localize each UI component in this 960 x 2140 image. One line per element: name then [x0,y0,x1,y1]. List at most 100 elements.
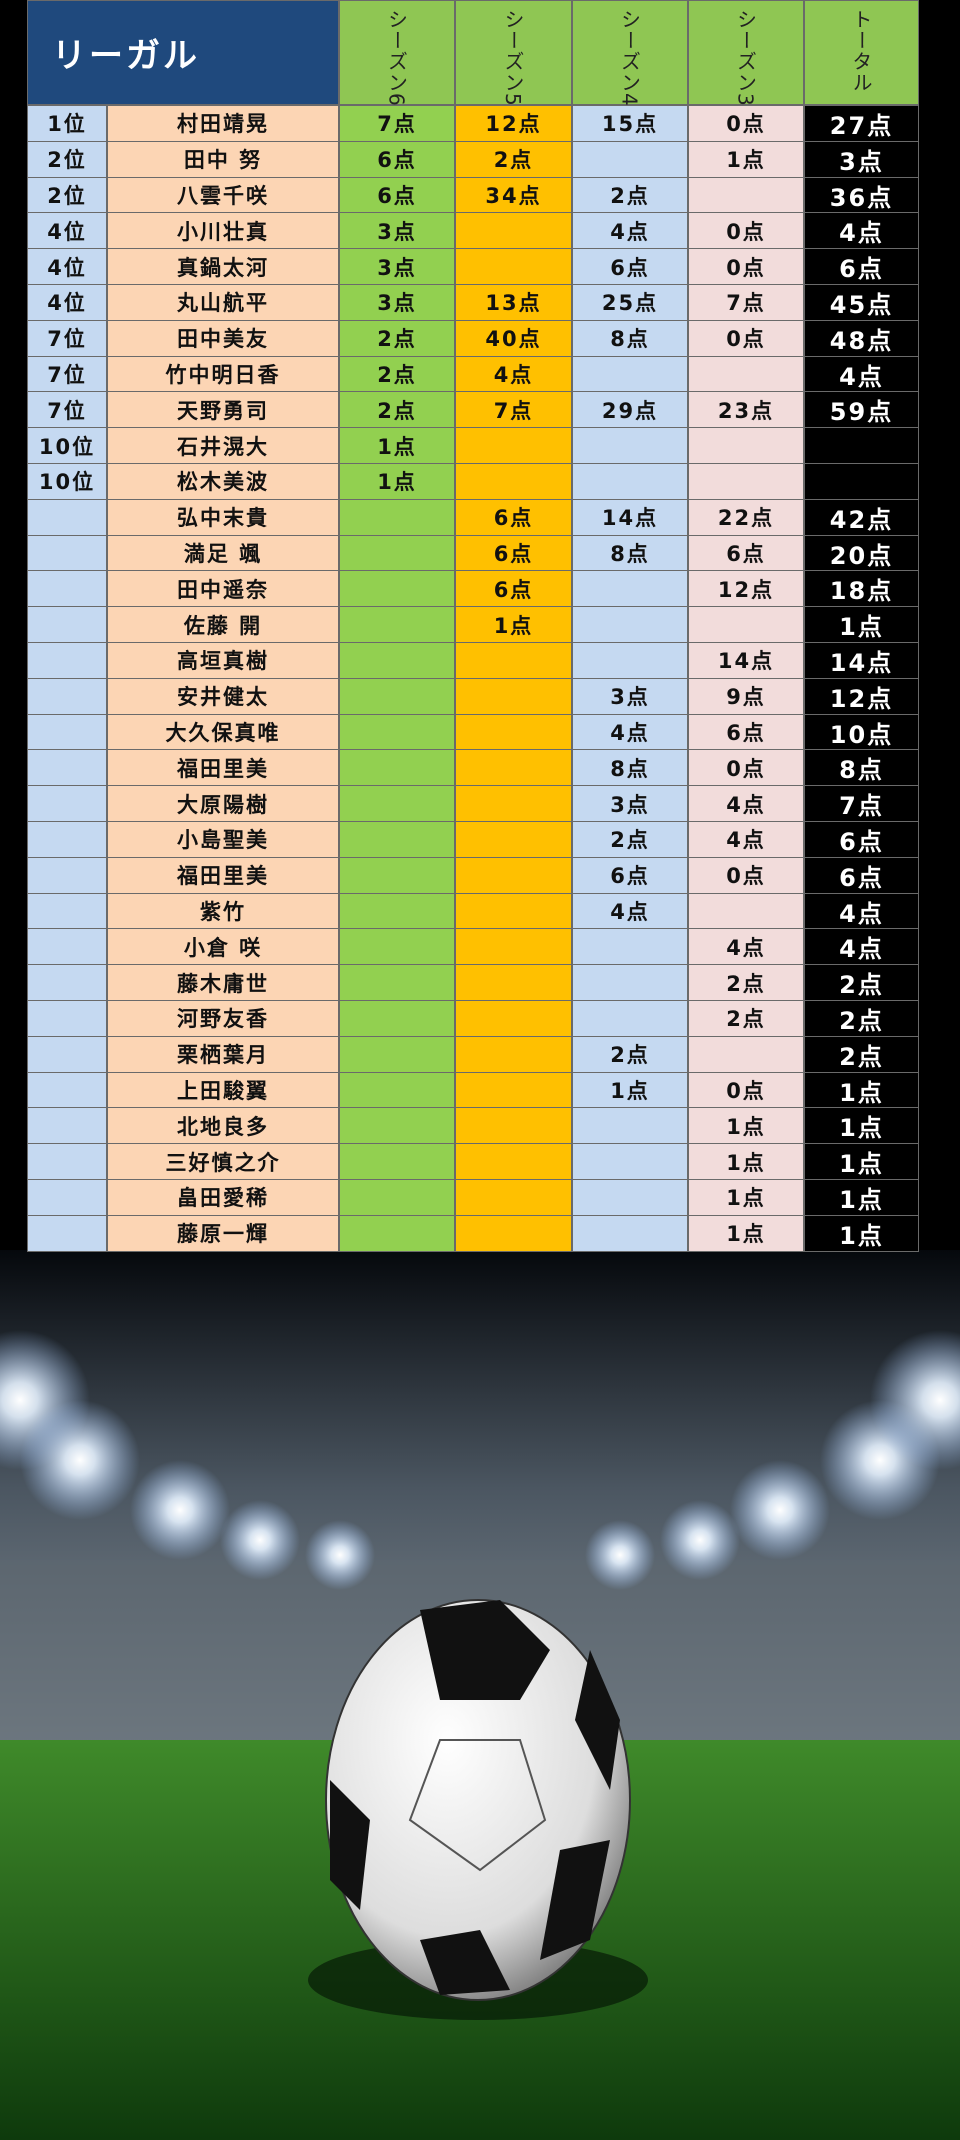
score-cell: 1点 [339,427,455,464]
rank-cell: 2位 [27,140,107,178]
name-cell: 安井健太 [107,677,339,715]
score-cell [572,1179,688,1216]
score-cell: 6点 [688,713,804,751]
rank-cell [27,821,107,858]
name-cell: 竹中明日香 [107,355,339,393]
total-cell: 1点 [804,1143,919,1180]
name-cell: 小島聖美 [107,821,339,858]
table-title: リーガル [27,0,339,105]
score-cell: 22点 [688,498,804,536]
score-cell: 8点 [572,749,688,787]
score-cell: 2点 [688,1000,804,1037]
score-cell: 0点 [688,248,804,285]
score-cell [688,176,804,214]
score-cell [339,928,455,966]
rank-cell [27,606,107,643]
score-cell: 1点 [455,606,572,643]
score-cell: 3点 [339,212,455,250]
total-cell [804,463,919,500]
rank-cell [27,1035,107,1073]
score-cell [572,606,688,643]
score-cell [455,749,572,787]
score-cell: 2点 [339,355,455,393]
name-cell: 福田里美 [107,749,339,787]
rank-cell [27,1107,107,1145]
score-cell [455,212,572,250]
score-cell: 0点 [688,105,804,142]
score-cell: 6点 [339,176,455,214]
score-cell: 6点 [455,570,572,608]
name-cell: 丸山航平 [107,284,339,321]
rank-cell [27,856,107,894]
total-cell: 1点 [804,1071,919,1109]
score-cell: 4点 [455,355,572,393]
name-cell: 佐藤 開 [107,606,339,643]
score-cell [455,463,572,500]
rank-cell [27,892,107,930]
score-cell [339,856,455,894]
total-cell: 1点 [804,1179,919,1216]
score-cell [339,677,455,715]
name-cell: 小倉 咲 [107,928,339,966]
score-cell: 2点 [455,140,572,178]
score-cell: 4点 [688,928,804,966]
score-cell: 2点 [339,319,455,357]
name-cell: 藤木庸世 [107,964,339,1001]
score-cell: 1点 [688,140,804,178]
score-cell: 2点 [339,391,455,429]
name-cell: 田中遥奈 [107,570,339,608]
score-cell [339,606,455,643]
total-cell: 1点 [804,606,919,643]
score-cell: 0点 [688,212,804,250]
score-cell [455,1035,572,1073]
score-cell: 7点 [339,105,455,142]
score-cell [455,856,572,894]
score-cell [455,892,572,930]
score-cell [572,570,688,608]
score-cell [455,964,572,1001]
score-cell [572,1000,688,1037]
name-cell: 田中美友 [107,319,339,357]
rank-cell [27,1143,107,1180]
name-cell: 藤原一輝 [107,1214,339,1252]
score-cell: 1点 [688,1143,804,1180]
score-cell: 6点 [572,248,688,285]
score-cell [339,1000,455,1037]
name-cell: 真鍋太河 [107,248,339,285]
score-cell [572,642,688,679]
total-cell: 36点 [804,176,919,214]
rank-cell [27,534,107,572]
score-cell: 3点 [339,284,455,321]
rank-cell: 4位 [27,248,107,285]
score-cell: 3点 [572,785,688,822]
score-cell: 6点 [455,534,572,572]
name-cell: 三好慎之介 [107,1143,339,1180]
score-cell [455,821,572,858]
rank-cell [27,1071,107,1109]
total-cell: 2点 [804,1000,919,1037]
column-header: トータル [804,0,919,105]
score-cell [455,1214,572,1252]
rank-cell: 7位 [27,319,107,357]
rank-cell: 7位 [27,391,107,429]
total-cell: 12点 [804,677,919,715]
score-cell: 14点 [572,498,688,536]
score-cell: 6点 [572,856,688,894]
score-cell [339,892,455,930]
rank-cell [27,1179,107,1216]
rank-cell [27,677,107,715]
score-cell: 14点 [688,642,804,679]
name-cell: 河野友香 [107,1000,339,1037]
total-cell: 2点 [804,1035,919,1073]
score-cell: 6点 [455,498,572,536]
score-cell [339,570,455,608]
score-cell [572,140,688,178]
score-cell: 0点 [688,319,804,357]
score-cell: 2点 [572,1035,688,1073]
score-cell [339,642,455,679]
score-cell: 23点 [688,391,804,429]
score-cell [455,1107,572,1145]
score-cell [455,713,572,751]
score-cell [455,785,572,822]
total-cell: 4点 [804,892,919,930]
